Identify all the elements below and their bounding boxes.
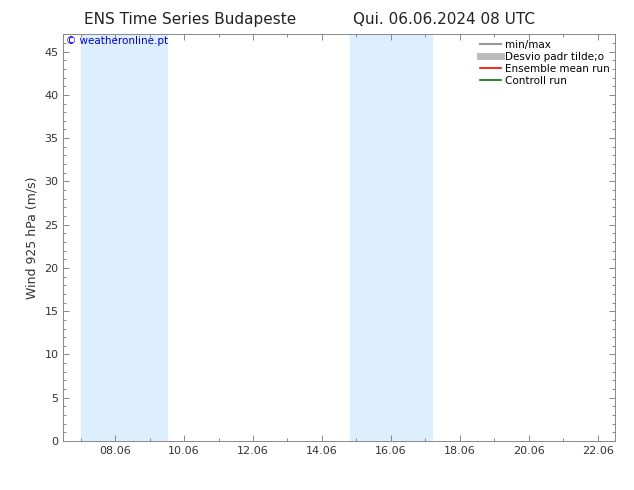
Bar: [81, 34, 167, 441]
Y-axis label: Wind 925 hPa (m/s): Wind 925 hPa (m/s): [26, 176, 39, 299]
Text: Qui. 06.06.2024 08 UTC: Qui. 06.06.2024 08 UTC: [353, 12, 535, 27]
Text: ENS Time Series Budapeste: ENS Time Series Budapeste: [84, 12, 296, 27]
Legend: min/max, Desvio padr tilde;o, Ensemble mean run, Controll run: min/max, Desvio padr tilde;o, Ensemble m…: [480, 40, 610, 86]
Bar: [349, 34, 432, 441]
Text: © weatheronline.pt: © weatheronline.pt: [66, 36, 168, 47]
